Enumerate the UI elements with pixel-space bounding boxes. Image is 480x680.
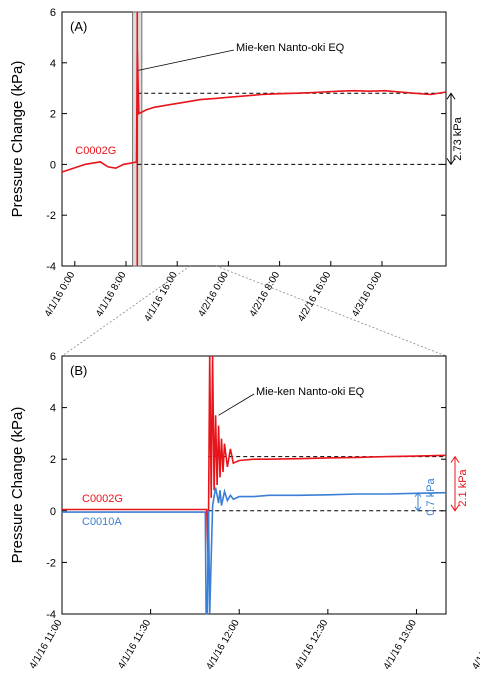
a-x-tick-label: 4/2/16 0:00: [196, 270, 231, 319]
b-series-line-c0010a: [62, 487, 447, 615]
panel-a-y-ticks: -4 -2 0 2 4 6: [46, 7, 446, 273]
a-y-tick-label: 4: [50, 58, 56, 70]
a-x-tick-label: 4/3/16 0:00: [350, 270, 385, 319]
a-y-tick-label: 6: [50, 7, 56, 19]
a-x-tick-label: 4/1/16 16:00: [142, 270, 180, 324]
zoom-connector-right: [215, 265, 447, 357]
b-x-tick-label: 4/1/16 12:00: [204, 618, 242, 672]
b-x-tick-label: 4/1/16 13:30: [470, 618, 480, 672]
panel-b-marks: C0002G C0010A: [62, 355, 460, 615]
a-y-tick-label: -2: [46, 210, 56, 222]
a-y-tick-label: -4: [46, 261, 56, 273]
panel-a-event-pointer: [138, 49, 235, 71]
a-x-tick-label: 4/1/16 0:00: [43, 270, 78, 319]
panel-b-series-label-c0010a: C0010A: [82, 516, 122, 528]
panel-a-offset-arrowhead-top: [446, 92, 456, 100]
panel-a: (A) Pressure Change (kPa) -4 -2 0 2 4 6 4/1/1…: [9, 7, 464, 324]
panel-a-offset-arrowhead-bottom: [446, 158, 456, 166]
panel-a-offset-label: 2.73 kPa: [452, 116, 464, 160]
panel-a-event-label: Mie-ken Nanto-oki EQ: [236, 42, 345, 54]
panel-b-y-axis-label: Pressure Change (kPa): [9, 407, 26, 564]
panel-a-marks: C0002G: [61, 11, 456, 267]
panel-a-y-axis-label: Pressure Change (kPa): [9, 61, 26, 218]
a-series-line-c0002g: [61, 50, 447, 173]
panel-a-label: (A): [70, 19, 87, 34]
a-y-tick-label: 2: [50, 109, 56, 121]
panel-b-y-ticks: -4 -2 0 2 4 6: [46, 351, 446, 621]
panel-b-offset-label-red: 2.1 kPa: [457, 468, 469, 506]
b-x-tick-label: 4/1/16 12:30: [293, 618, 331, 672]
panel-a-plot-area: [61, 11, 447, 267]
b-y-tick-label: 4: [50, 403, 56, 415]
panel-b: (B) Pressure Change (kPa) -4 -2 0 2 4 6 4/1/1…: [9, 351, 480, 672]
b-y-tick-label: 0: [50, 506, 56, 518]
panel-b-offset-arrowhead-blue-bottom: [414, 506, 422, 512]
panel-b-plot-area: [61, 355, 447, 615]
a-y-tick-label: 0: [50, 159, 56, 171]
panel-b-offset-label-blue: 0.7 kPa: [425, 477, 437, 515]
panel-b-event-pointer: [218, 393, 255, 416]
panel-a-x-ticks: 4/1/16 0:00 4/1/16 8:00 4/1/16 16:00 4/2/16…: [43, 261, 385, 324]
panel-b-offset-arrowhead-red-bottom: [450, 504, 460, 512]
b-series-line-c0002g: [62, 355, 447, 563]
a-x-tick-label: 4/2/16 16:00: [296, 270, 334, 324]
panel-b-series-label-c0002g: C0002G: [82, 493, 123, 505]
b-y-tick-label: 2: [50, 454, 56, 466]
b-y-tick-label: 6: [50, 351, 56, 363]
panel-b-event-label: Mie-ken Nanto-oki EQ: [256, 386, 365, 398]
a-x-tick-label: 4/2/16 8:00: [248, 270, 283, 319]
panel-b-offset-arrowhead-blue-top: [414, 491, 422, 498]
a-x-tick-label: 4/1/16 8:00: [94, 270, 129, 319]
b-x-tick-label: 4/1/16 13:00: [382, 618, 420, 672]
b-y-tick-label: -2: [46, 557, 56, 569]
panel-b-x-ticks: 4/1/16 11:00 4/1/16 11:30 4/1/16 12:00 4/1/…: [28, 609, 480, 672]
b-x-tick-label: 4/1/16 11:30: [116, 618, 153, 671]
b-y-tick-label: -4: [46, 609, 56, 621]
panel-b-offset-arrowhead-red-top: [450, 455, 460, 463]
panel-b-label: (B): [70, 363, 87, 378]
panel-a-series-label: C0002G: [75, 145, 116, 157]
b-x-tick-label: 4/1/16 11:00: [28, 618, 65, 671]
